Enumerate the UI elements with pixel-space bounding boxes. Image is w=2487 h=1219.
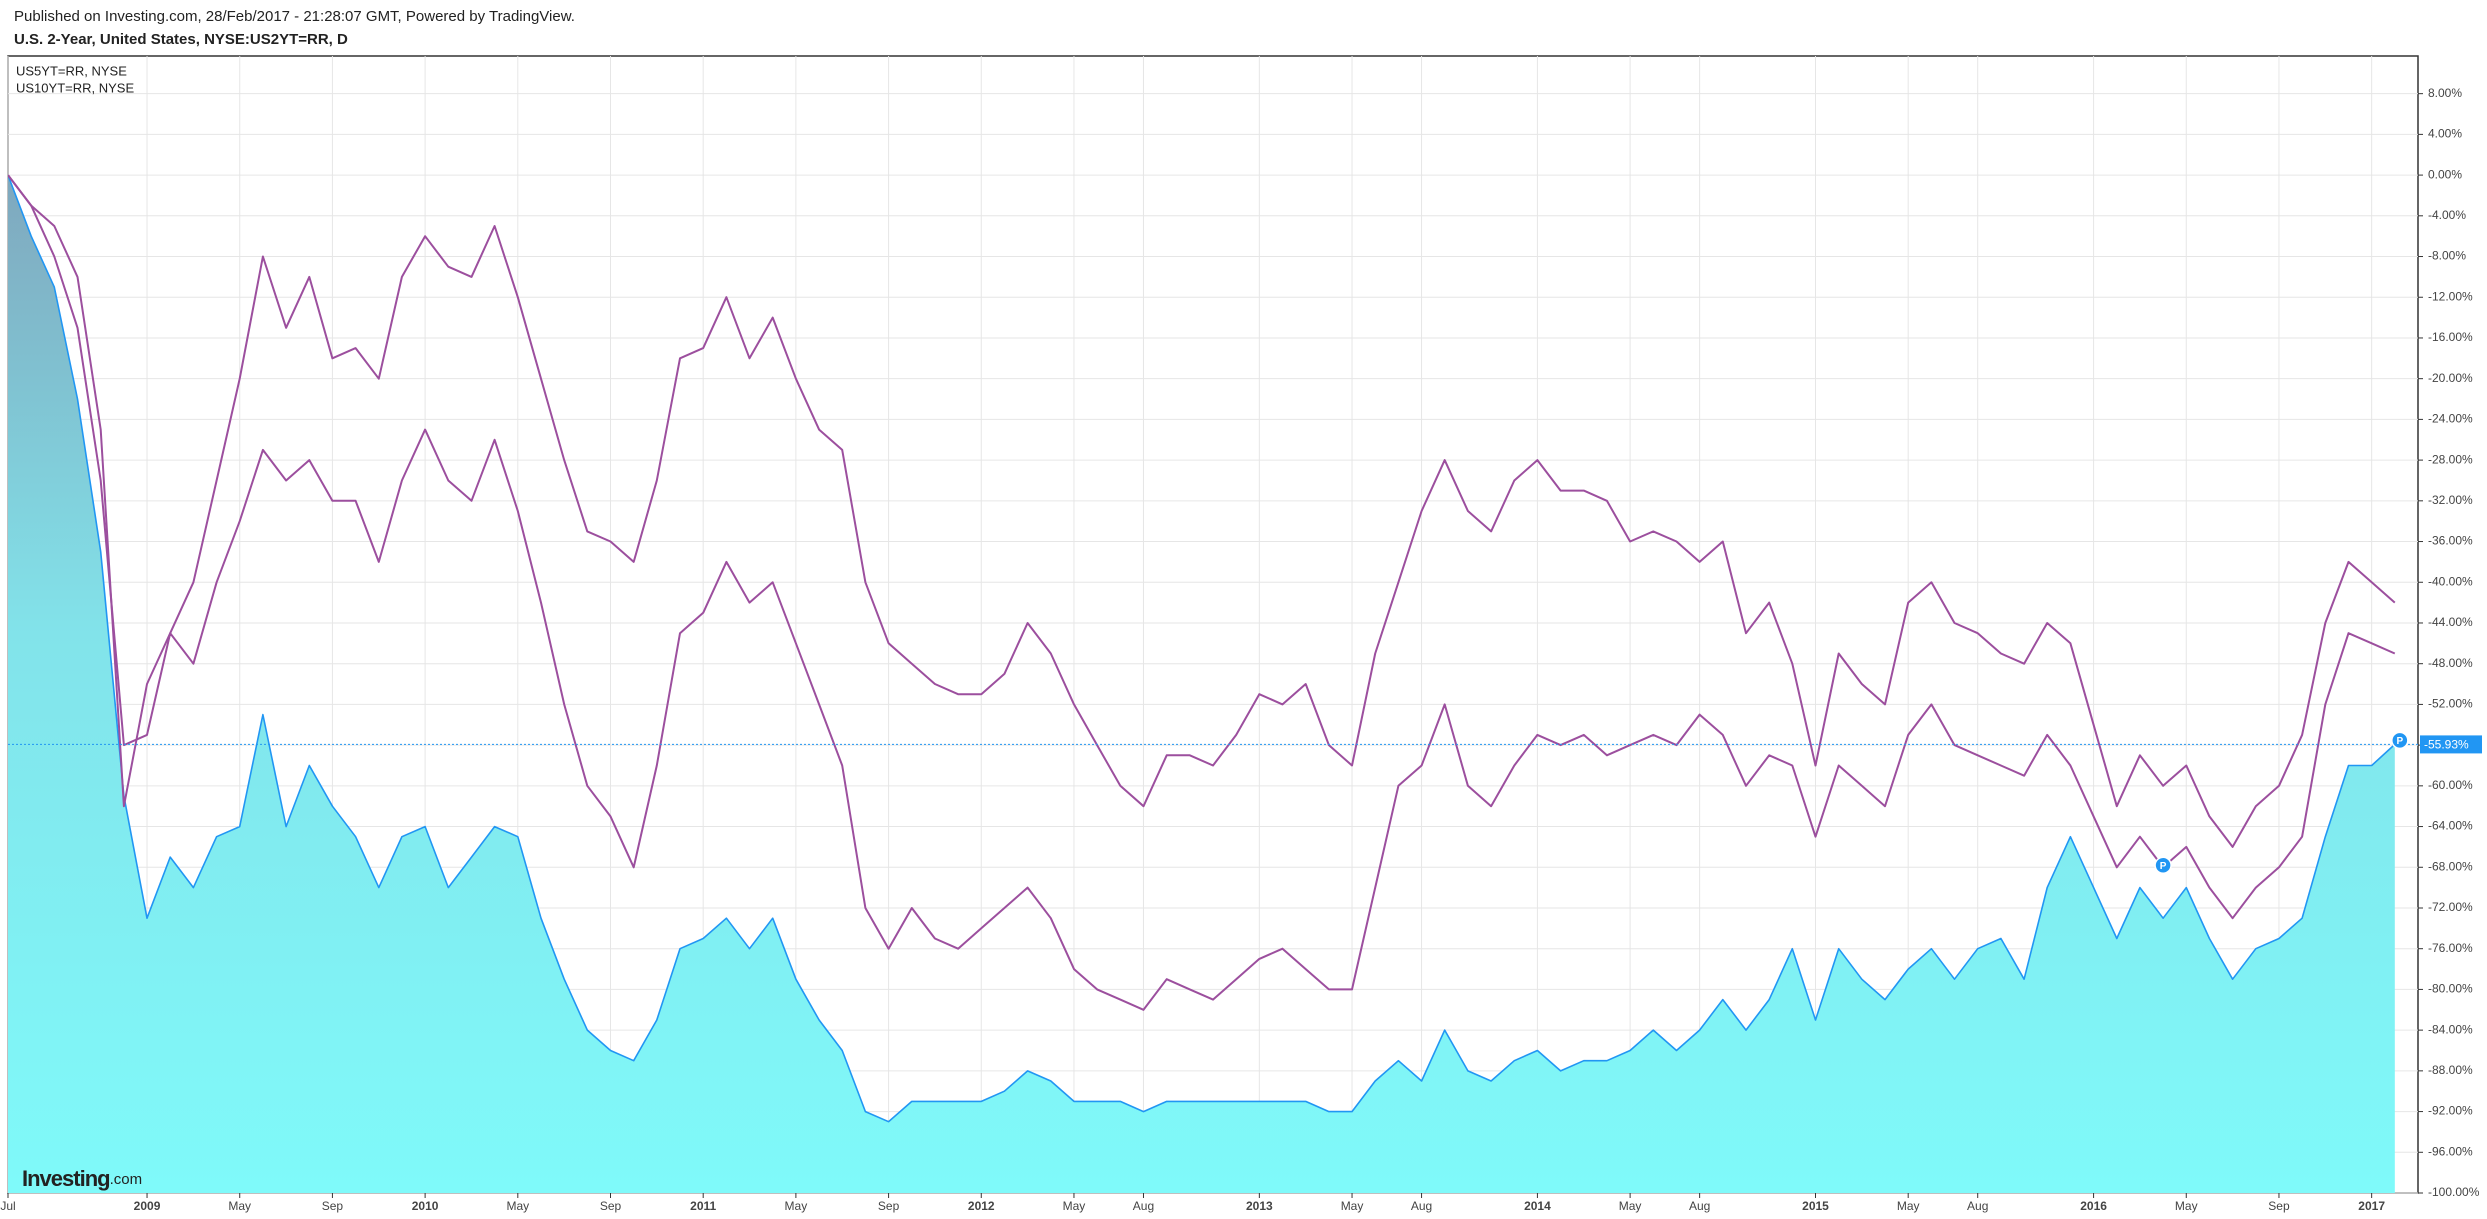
x-tick-label: 2010 xyxy=(412,1199,439,1213)
y-tick-label: -40.00% xyxy=(2428,574,2473,588)
x-tick-label: May xyxy=(1619,1199,1642,1213)
x-tick-label: Aug xyxy=(1133,1199,1154,1213)
x-tick-label: 2015 xyxy=(1802,1199,1829,1213)
y-tick-label: -48.00% xyxy=(2428,656,2473,670)
x-tick-label: May xyxy=(2175,1199,2198,1213)
y-tick-label: -92.00% xyxy=(2428,1104,2473,1118)
y-tick-label: 0.00% xyxy=(2428,167,2462,181)
logo: Investing.com xyxy=(22,1166,142,1191)
y-tick-label: -8.00% xyxy=(2428,249,2466,263)
y-tick-label: -60.00% xyxy=(2428,778,2473,792)
line xyxy=(8,174,2396,848)
pin xyxy=(2391,731,2409,750)
published-note: Published on Investing.com, 28/Feb/2017 … xyxy=(14,8,575,25)
legend-entry: US5YT=RR, NYSE xyxy=(16,63,127,78)
x-tick-label: Aug xyxy=(1411,1199,1432,1213)
pin-label: P xyxy=(2396,736,2403,747)
x-tick-label: Aug xyxy=(1689,1199,1710,1213)
y-tick-label: -76.00% xyxy=(2428,941,2473,955)
x-tick-label: 2009 xyxy=(134,1199,161,1213)
x-tick-label: May xyxy=(506,1199,529,1213)
y-tick-label: -68.00% xyxy=(2428,859,2473,873)
y-tick-label: -96.00% xyxy=(2428,1144,2473,1158)
y-tick-label: -84.00% xyxy=(2428,1022,2473,1036)
x-tick-label: Sep xyxy=(2268,1199,2290,1213)
x-tick-label: Sep xyxy=(878,1199,900,1213)
x-tick-label: 2017 xyxy=(2358,1199,2385,1213)
x-tick-label: May xyxy=(1341,1199,1364,1213)
y-tick-label: -16.00% xyxy=(2428,330,2473,344)
pin-label: P xyxy=(2160,861,2167,872)
y-tick-label: -64.00% xyxy=(2428,819,2473,833)
y-tick-label: -72.00% xyxy=(2428,900,2473,914)
y-tick-label: -88.00% xyxy=(2428,1063,2473,1077)
x-tick-label: May xyxy=(228,1199,251,1213)
x-tick-label: Sep xyxy=(322,1199,344,1213)
y-tick-label: -28.00% xyxy=(2428,452,2473,466)
chart-title: U.S. 2-Year, United States, NYSE:US2YT=R… xyxy=(14,31,348,48)
y-tick-label: -20.00% xyxy=(2428,371,2473,385)
line xyxy=(8,174,2396,1011)
y-tick-label: -24.00% xyxy=(2428,412,2473,426)
x-tick-label: Jul xyxy=(0,1199,15,1213)
x-tick-label: 2013 xyxy=(1246,1199,1273,1213)
y-tick-label: -44.00% xyxy=(2428,615,2473,629)
y-tick-label: -36.00% xyxy=(2428,534,2473,548)
x-tick-label: 2012 xyxy=(968,1199,995,1213)
x-tick-label: 2011 xyxy=(690,1199,716,1213)
x-tick-label: May xyxy=(1897,1199,1920,1213)
overlay: -100.00% -96.00% -92.00% -88.00% -84.00% -80.… xyxy=(0,86,2482,1213)
current-value-label: -55.93% xyxy=(2424,738,2469,752)
y-tick-label: -32.00% xyxy=(2428,493,2473,507)
y-tick-label: 8.00% xyxy=(2428,86,2462,100)
pin xyxy=(2154,856,2172,875)
x-tick-label: Aug xyxy=(1967,1199,1988,1213)
line xyxy=(8,174,2396,1123)
y-tick-label: -12.00% xyxy=(2428,289,2473,303)
y-tick-label: -4.00% xyxy=(2428,208,2466,222)
y-tick-label: -80.00% xyxy=(2428,982,2473,996)
marks xyxy=(8,174,2396,1193)
area xyxy=(8,175,2395,1193)
x-tick-label: May xyxy=(785,1199,808,1213)
logo-name: Investing xyxy=(22,1166,110,1191)
x-tick-label: 2014 xyxy=(1524,1199,1551,1213)
x-tick-label: 2016 xyxy=(2080,1199,2107,1213)
y-tick-label: 4.00% xyxy=(2428,127,2462,141)
x-tick-label: May xyxy=(1063,1199,1086,1213)
current-value-badge xyxy=(2420,735,2482,754)
x-tick-label: Sep xyxy=(600,1199,622,1213)
y-tick-label: -100.00% xyxy=(2428,1185,2480,1199)
legend-entry: US10YT=RR, NYSE xyxy=(16,80,134,95)
logo-suffix: .com xyxy=(110,1171,143,1188)
y-tick-label: -52.00% xyxy=(2428,697,2473,711)
